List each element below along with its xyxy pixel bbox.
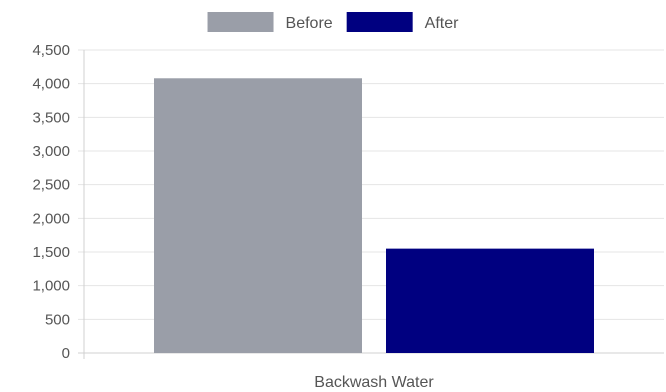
legend-item-after[interactable]: After xyxy=(346,12,459,32)
y-tick-label: 3,500 xyxy=(32,109,70,126)
y-tick-label: 3,000 xyxy=(32,143,70,160)
y-axis-ticks: 0 500 1,000 1,500 2,000 2,500 3,000 3,500 4,000 4… xyxy=(32,42,70,362)
y-tick-label: 1,500 xyxy=(32,244,70,261)
legend-item-before[interactable]: Before xyxy=(207,12,333,32)
y-tick-label: 1,000 xyxy=(32,278,70,295)
y-tick-label: 4,500 xyxy=(32,42,70,59)
legend-label: Before xyxy=(286,15,333,32)
y-tick-label: 0 xyxy=(62,345,70,362)
x-category-label: Backwash Water xyxy=(314,374,434,391)
bars xyxy=(154,78,594,353)
legend-label: After xyxy=(425,15,459,32)
x-axis-labels: Backwash Water xyxy=(314,374,434,391)
bar-before[interactable] xyxy=(154,78,362,353)
legend[interactable]: Before After xyxy=(207,12,460,32)
y-tick-label: 2,000 xyxy=(32,210,70,227)
legend-swatch xyxy=(346,12,413,32)
y-tick-label: 2,500 xyxy=(32,177,70,194)
bar-after[interactable] xyxy=(386,248,594,353)
y-tick-label: 4,000 xyxy=(32,76,70,93)
legend-swatch xyxy=(207,12,274,32)
y-tick-label: 500 xyxy=(45,311,70,328)
